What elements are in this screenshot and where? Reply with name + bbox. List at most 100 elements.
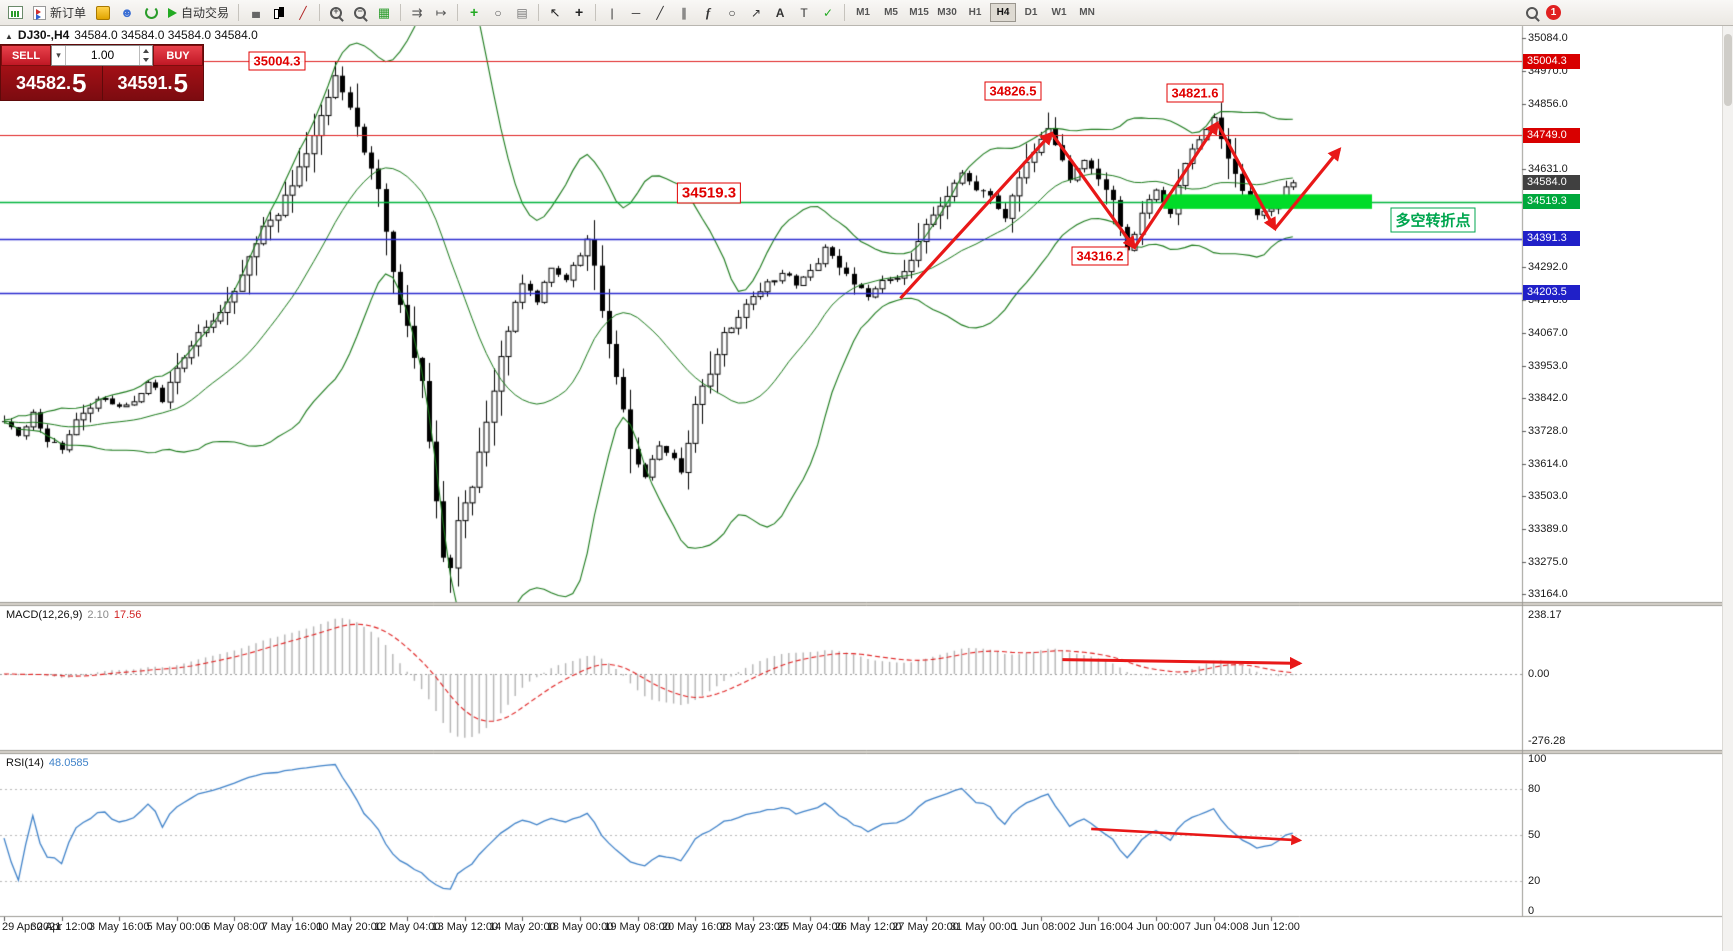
buy-button[interactable]: BUY <box>153 45 203 66</box>
symbol-title: DJ30-,H4 <box>17 28 70 42</box>
macd-label: MACD(12,26,9) 2.10 17.56 <box>6 609 141 621</box>
toolbar-separator <box>238 4 240 21</box>
chart-window-icon <box>8 6 23 19</box>
refresh-button[interactable] <box>140 2 162 24</box>
sell-price-big-digit: 5 <box>72 68 87 98</box>
order-type-dropdown-icon[interactable] <box>52 46 66 65</box>
ohlc-values: 34584.0 34584.0 34584.0 34584.0 <box>74 28 258 42</box>
metaeditor-button[interactable] <box>92 2 114 24</box>
channel-icon <box>681 7 687 19</box>
tf-m15-button[interactable]: M15 <box>906 3 932 22</box>
vertical-line-icon <box>610 7 613 19</box>
sell-button[interactable]: SELL <box>1 45 51 66</box>
refresh-icon <box>144 6 158 19</box>
tf-m5-button[interactable]: M5 <box>878 3 904 22</box>
volume-value[interactable]: 1.00 <box>90 48 115 62</box>
fibonacci-button[interactable] <box>697 2 719 24</box>
chart-window-button[interactable] <box>4 2 27 24</box>
templates-button[interactable] <box>511 2 533 24</box>
trade-panel-prices: 34582. 5 34591. 5 <box>1 66 203 100</box>
buy-price-main: 34591. <box>117 72 173 93</box>
sell-price-main: 34582. <box>15 72 72 93</box>
templates-icon <box>516 7 527 19</box>
auto-scroll-button[interactable] <box>406 2 428 24</box>
rsi-label: RSI(14) 48.0585 <box>6 757 89 769</box>
shapes-button[interactable] <box>721 2 743 24</box>
zoom-in-icon <box>330 6 343 19</box>
tf-m30-button[interactable]: M30 <box>934 3 960 22</box>
volume-increase-button[interactable] <box>140 46 152 56</box>
cursor-button[interactable] <box>544 2 566 24</box>
volume-stepper <box>139 46 152 65</box>
periods-icon <box>494 7 501 19</box>
tf-m1-button[interactable]: M1 <box>850 3 876 22</box>
profile-button[interactable] <box>116 2 138 24</box>
arrow-object-icon <box>751 7 761 19</box>
chart-shift-button[interactable] <box>430 2 452 24</box>
line-chart-button[interactable] <box>292 2 314 24</box>
toolbar-separator <box>538 4 540 21</box>
crosshair-button[interactable] <box>568 2 590 24</box>
tf-d1-button[interactable]: D1 <box>1018 3 1044 22</box>
periods-button[interactable] <box>487 2 509 24</box>
bar-chart-button[interactable] <box>244 2 266 24</box>
crosshair-icon <box>575 6 583 19</box>
toolbar-separator <box>595 4 597 21</box>
arrow-object-button[interactable] <box>745 2 767 24</box>
rsi-value: 48.0585 <box>48 757 89 769</box>
new-order-label: 新订单 <box>50 6 87 20</box>
play-icon <box>168 7 178 18</box>
chart-shift-icon <box>436 6 447 19</box>
tf-h1-button[interactable]: H1 <box>962 3 988 22</box>
metaeditor-icon <box>96 5 111 20</box>
text-icon <box>776 6 785 20</box>
tf-mn-button[interactable]: MN <box>1074 3 1100 22</box>
zoom-in-button[interactable] <box>325 2 347 24</box>
properties-icon <box>823 7 833 19</box>
sell-price-display[interactable]: 34582. 5 <box>1 66 103 100</box>
line-chart-icon <box>299 7 306 19</box>
rsi-title: RSI(14) <box>6 757 44 769</box>
fibonacci-icon <box>706 5 710 21</box>
tile-windows-button[interactable] <box>373 2 395 24</box>
tile-windows-icon <box>378 6 390 19</box>
zoom-out-icon <box>354 6 367 19</box>
text-label-button[interactable] <box>793 2 815 24</box>
volume-decrease-button[interactable] <box>140 56 152 66</box>
auto-scroll-icon <box>412 6 423 19</box>
tf-w1-button[interactable]: W1 <box>1046 3 1072 22</box>
scrollbar-thumb[interactable] <box>1724 34 1732 106</box>
volume-field[interactable]: 1.00 <box>51 45 153 66</box>
one-click-trading-panel: SELL 1.00 BUY 34582. 5 34591. 5 <box>0 44 204 101</box>
trendline-button[interactable] <box>649 2 671 24</box>
notification-badge[interactable]: 1 <box>1546 5 1561 20</box>
shapes-icon <box>728 7 735 19</box>
search-icon[interactable] <box>1526 6 1538 19</box>
horizontal-line-button[interactable] <box>625 2 647 24</box>
properties-button[interactable] <box>817 2 839 24</box>
chart-header: DJ30-,H4 34584.0 34584.0 34584.0 34584.0 <box>5 28 258 42</box>
buy-price-big-digit: 5 <box>173 68 189 98</box>
cursor-icon <box>550 6 561 19</box>
vertical-line-button[interactable] <box>601 2 623 24</box>
buy-price-display[interactable]: 34591. 5 <box>103 66 204 100</box>
indicators-icon <box>470 6 478 19</box>
one-click-collapse-icon[interactable] <box>5 28 13 42</box>
toolbar-right-group: 1 <box>1526 5 1561 20</box>
candlestick-chart-icon <box>273 6 286 19</box>
channel-button[interactable] <box>673 2 695 24</box>
macd-signal-value: 17.56 <box>113 609 142 621</box>
candlestick-chart-button[interactable] <box>268 2 290 24</box>
indicators-button[interactable] <box>463 2 485 24</box>
tf-h4-button[interactable]: H4 <box>990 3 1017 22</box>
text-button[interactable] <box>769 2 791 24</box>
auto-trading-button[interactable]: 自动交易 <box>164 2 233 24</box>
horizontal-line-icon <box>632 7 641 19</box>
zoom-out-button[interactable] <box>349 2 371 24</box>
new-order-icon <box>33 5 46 20</box>
toolbar-separator <box>844 4 846 21</box>
new-order-button[interactable]: 新订单 <box>29 2 90 24</box>
vertical-scrollbar[interactable] <box>1722 26 1733 951</box>
